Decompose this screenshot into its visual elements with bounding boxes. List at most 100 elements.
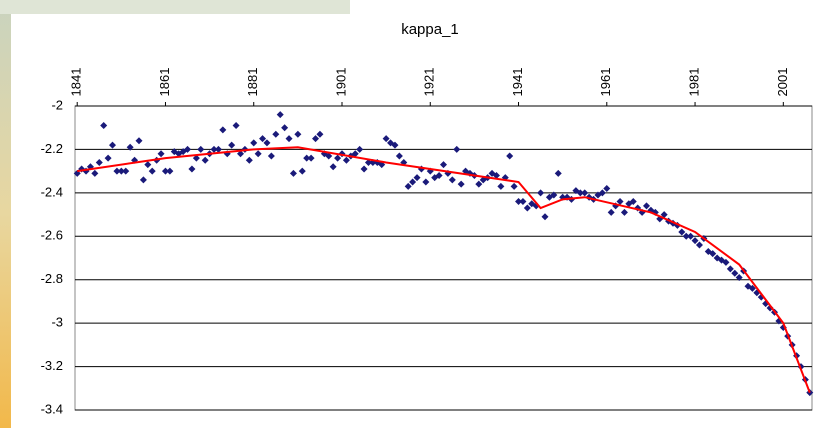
point bbox=[166, 167, 174, 175]
point bbox=[316, 130, 324, 138]
point bbox=[457, 180, 465, 188]
point bbox=[448, 176, 456, 184]
x-tick-label: 1941 bbox=[510, 68, 525, 97]
point bbox=[104, 154, 112, 162]
y-tick-label: -2.8 bbox=[41, 271, 63, 286]
x-tick-label: 1961 bbox=[598, 68, 613, 97]
point bbox=[289, 169, 297, 177]
point bbox=[607, 208, 615, 216]
point bbox=[100, 122, 108, 130]
y-tick-label: -3 bbox=[51, 315, 63, 330]
point bbox=[435, 171, 443, 179]
point bbox=[276, 111, 284, 119]
point bbox=[329, 163, 337, 171]
top-strip bbox=[0, 0, 350, 14]
point bbox=[303, 154, 311, 162]
point bbox=[440, 161, 447, 169]
point bbox=[201, 156, 209, 164]
point bbox=[214, 145, 222, 153]
point bbox=[188, 165, 196, 173]
point bbox=[219, 126, 227, 134]
point bbox=[109, 141, 117, 149]
point bbox=[294, 130, 302, 138]
point bbox=[395, 152, 403, 160]
point bbox=[184, 145, 192, 153]
point bbox=[254, 150, 262, 158]
point bbox=[678, 228, 686, 236]
point bbox=[598, 189, 606, 197]
point bbox=[197, 145, 205, 153]
point bbox=[325, 152, 333, 160]
point bbox=[236, 150, 244, 158]
point bbox=[409, 178, 417, 186]
point bbox=[139, 176, 147, 184]
point bbox=[157, 150, 165, 158]
x-tick-label: 1981 bbox=[686, 68, 701, 97]
y-tick-label: -3.2 bbox=[41, 358, 63, 373]
point bbox=[334, 154, 342, 162]
point bbox=[682, 232, 690, 240]
point bbox=[122, 167, 130, 175]
point bbox=[161, 167, 169, 175]
point bbox=[691, 237, 699, 245]
x-tick-label: 1881 bbox=[245, 68, 260, 97]
point bbox=[351, 150, 359, 158]
point bbox=[422, 178, 430, 186]
point bbox=[356, 145, 364, 153]
point bbox=[404, 182, 412, 190]
point bbox=[267, 152, 275, 160]
point bbox=[475, 180, 483, 188]
point bbox=[709, 250, 717, 258]
x-tick-label: 1901 bbox=[333, 68, 348, 97]
point bbox=[497, 182, 505, 190]
point bbox=[307, 154, 315, 162]
point bbox=[391, 141, 399, 149]
point bbox=[228, 141, 236, 149]
point bbox=[576, 189, 584, 197]
chart-title: kappa_1 bbox=[401, 21, 459, 38]
point bbox=[537, 189, 545, 197]
point bbox=[232, 122, 240, 130]
point bbox=[643, 202, 651, 210]
point bbox=[492, 171, 500, 179]
y-tick-label: -2.6 bbox=[41, 228, 63, 243]
point bbox=[541, 213, 549, 221]
point bbox=[360, 165, 368, 173]
point bbox=[766, 304, 774, 312]
point bbox=[285, 135, 293, 143]
point bbox=[259, 135, 267, 143]
point bbox=[660, 211, 668, 219]
y-tick-label: -3.4 bbox=[41, 401, 63, 416]
point bbox=[91, 169, 99, 177]
point bbox=[245, 156, 253, 164]
y-tick-label: -2 bbox=[51, 97, 63, 112]
side-strip bbox=[0, 0, 11, 428]
x-tick-label: 2001 bbox=[775, 68, 790, 97]
x-tick-label: 1921 bbox=[422, 68, 437, 97]
point bbox=[382, 135, 390, 143]
point bbox=[413, 174, 421, 182]
point bbox=[312, 135, 320, 143]
point bbox=[453, 145, 461, 153]
point bbox=[506, 152, 514, 160]
point bbox=[722, 258, 730, 266]
point bbox=[515, 198, 523, 206]
x-tick-label: 1861 bbox=[157, 68, 172, 97]
point bbox=[748, 284, 756, 292]
point bbox=[135, 137, 143, 145]
point bbox=[250, 139, 258, 147]
point bbox=[281, 124, 289, 132]
point bbox=[687, 232, 695, 240]
point bbox=[726, 265, 734, 273]
point bbox=[519, 198, 527, 206]
point bbox=[126, 143, 134, 151]
point bbox=[629, 198, 637, 206]
point bbox=[581, 189, 589, 197]
y-tick-label: -2.4 bbox=[41, 184, 63, 199]
point bbox=[523, 204, 531, 212]
point bbox=[554, 169, 562, 177]
point bbox=[113, 167, 121, 175]
point bbox=[144, 161, 152, 169]
